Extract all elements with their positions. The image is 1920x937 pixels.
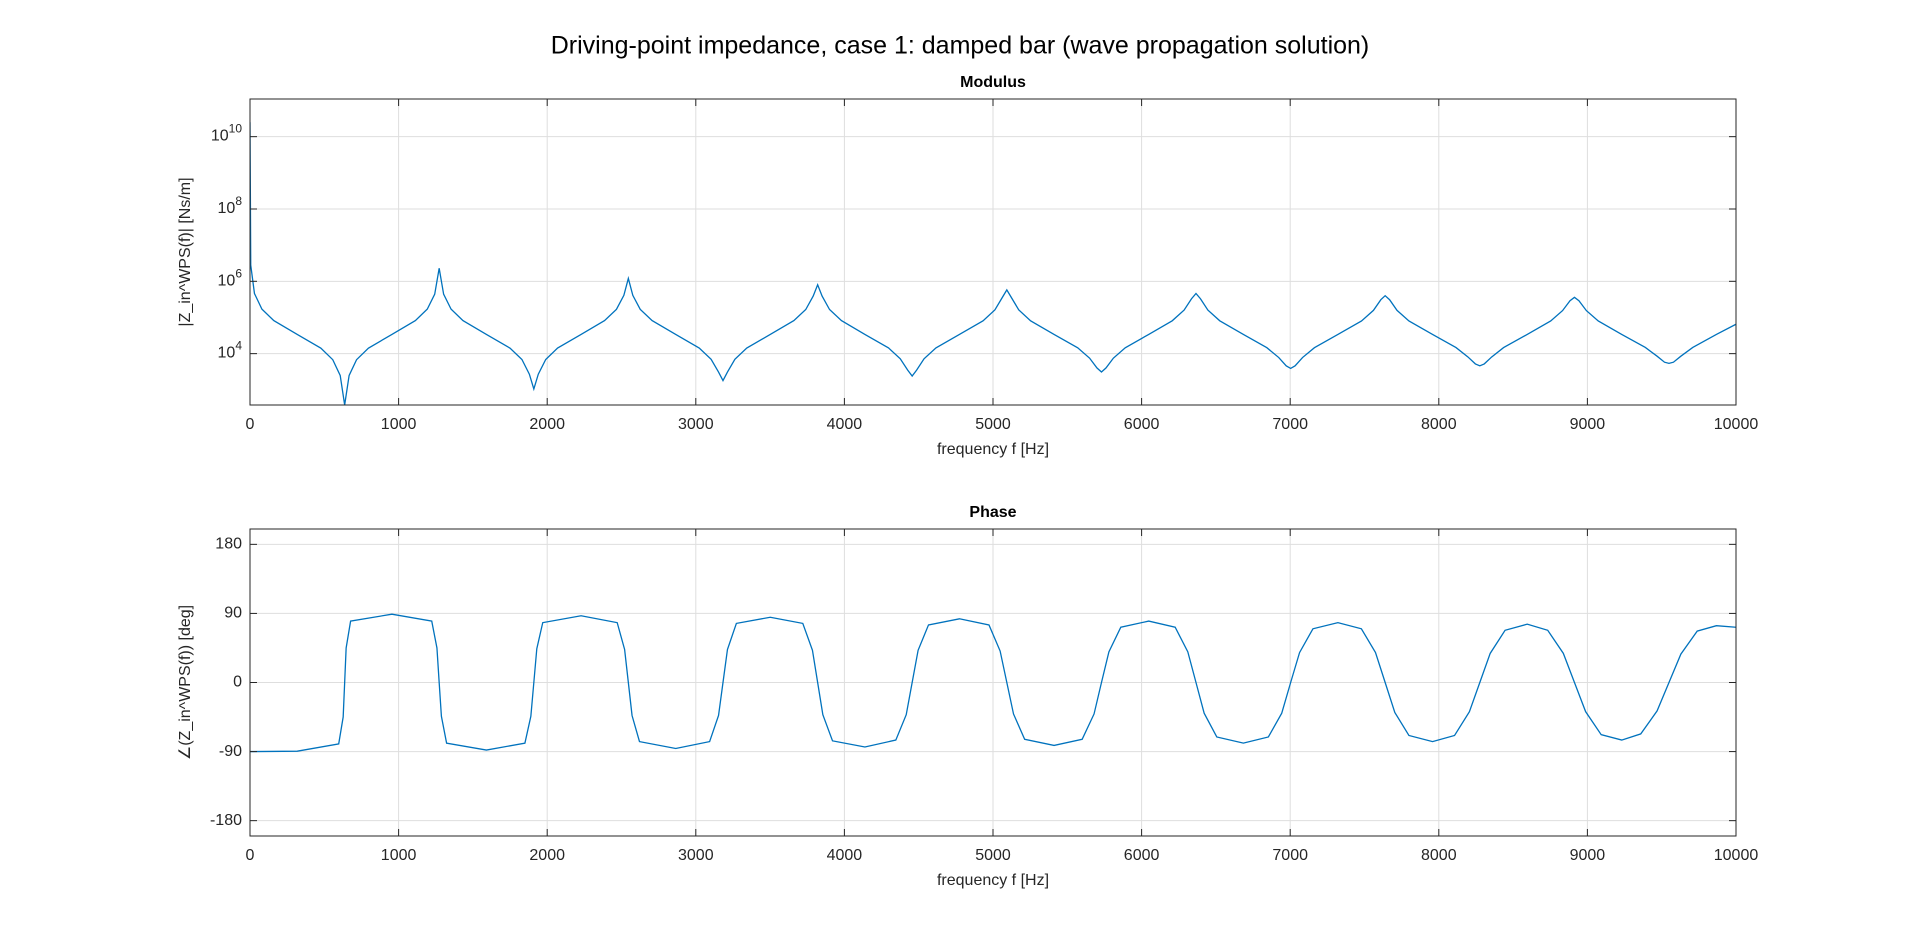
x-tick-label: 0 <box>246 847 255 864</box>
data-line <box>250 122 1736 405</box>
x-tick-label: 1000 <box>381 847 417 864</box>
x-tick-label: 0 <box>246 416 255 433</box>
axes-title: Modulus <box>960 74 1026 91</box>
y-axis-label: |Z_in^WPS(f)| [Ns/m] <box>177 177 194 326</box>
x-axis-label: frequency f [Hz] <box>937 441 1049 458</box>
y-tick-label: 1010 <box>211 122 242 145</box>
x-tick-label: 2000 <box>529 416 565 433</box>
x-tick-label: 5000 <box>975 847 1011 864</box>
x-tick-label: 7000 <box>1272 416 1308 433</box>
y-tick-label: -180 <box>210 812 242 829</box>
y-tick-label: 0 <box>233 674 242 691</box>
x-tick-label: 1000 <box>381 416 417 433</box>
x-tick-label: 10000 <box>1714 847 1759 864</box>
y-axis-label: ∠(Z_in^WPS(f)) [deg] <box>177 605 194 760</box>
y-tick-label: 90 <box>224 605 242 622</box>
x-axis-label: frequency f [Hz] <box>937 872 1049 889</box>
y-tick-label: 106 <box>218 266 243 289</box>
x-tick-label: 7000 <box>1272 847 1308 864</box>
x-tick-label: 6000 <box>1124 847 1160 864</box>
x-tick-label: 5000 <box>975 416 1011 433</box>
x-tick-label: 8000 <box>1421 847 1457 864</box>
x-tick-label: 9000 <box>1570 847 1606 864</box>
x-tick-label: 4000 <box>827 847 863 864</box>
x-tick-label: 3000 <box>678 847 714 864</box>
x-tick-label: 9000 <box>1570 416 1606 433</box>
x-tick-label: 10000 <box>1714 416 1759 433</box>
x-tick-label: 3000 <box>678 416 714 433</box>
y-tick-label: 108 <box>218 194 243 217</box>
x-tick-label: 8000 <box>1421 416 1457 433</box>
data-line <box>250 613 1736 753</box>
figure-title: Driving-point impedance, case 1: damped … <box>551 32 1370 60</box>
x-tick-label: 4000 <box>827 416 863 433</box>
x-tick-label: 6000 <box>1124 416 1160 433</box>
axes-title: Phase <box>969 504 1016 521</box>
x-tick-label: 2000 <box>529 847 565 864</box>
y-tick-label: 180 <box>215 536 242 553</box>
y-tick-label: 104 <box>218 339 243 362</box>
y-tick-label: -90 <box>219 743 242 760</box>
